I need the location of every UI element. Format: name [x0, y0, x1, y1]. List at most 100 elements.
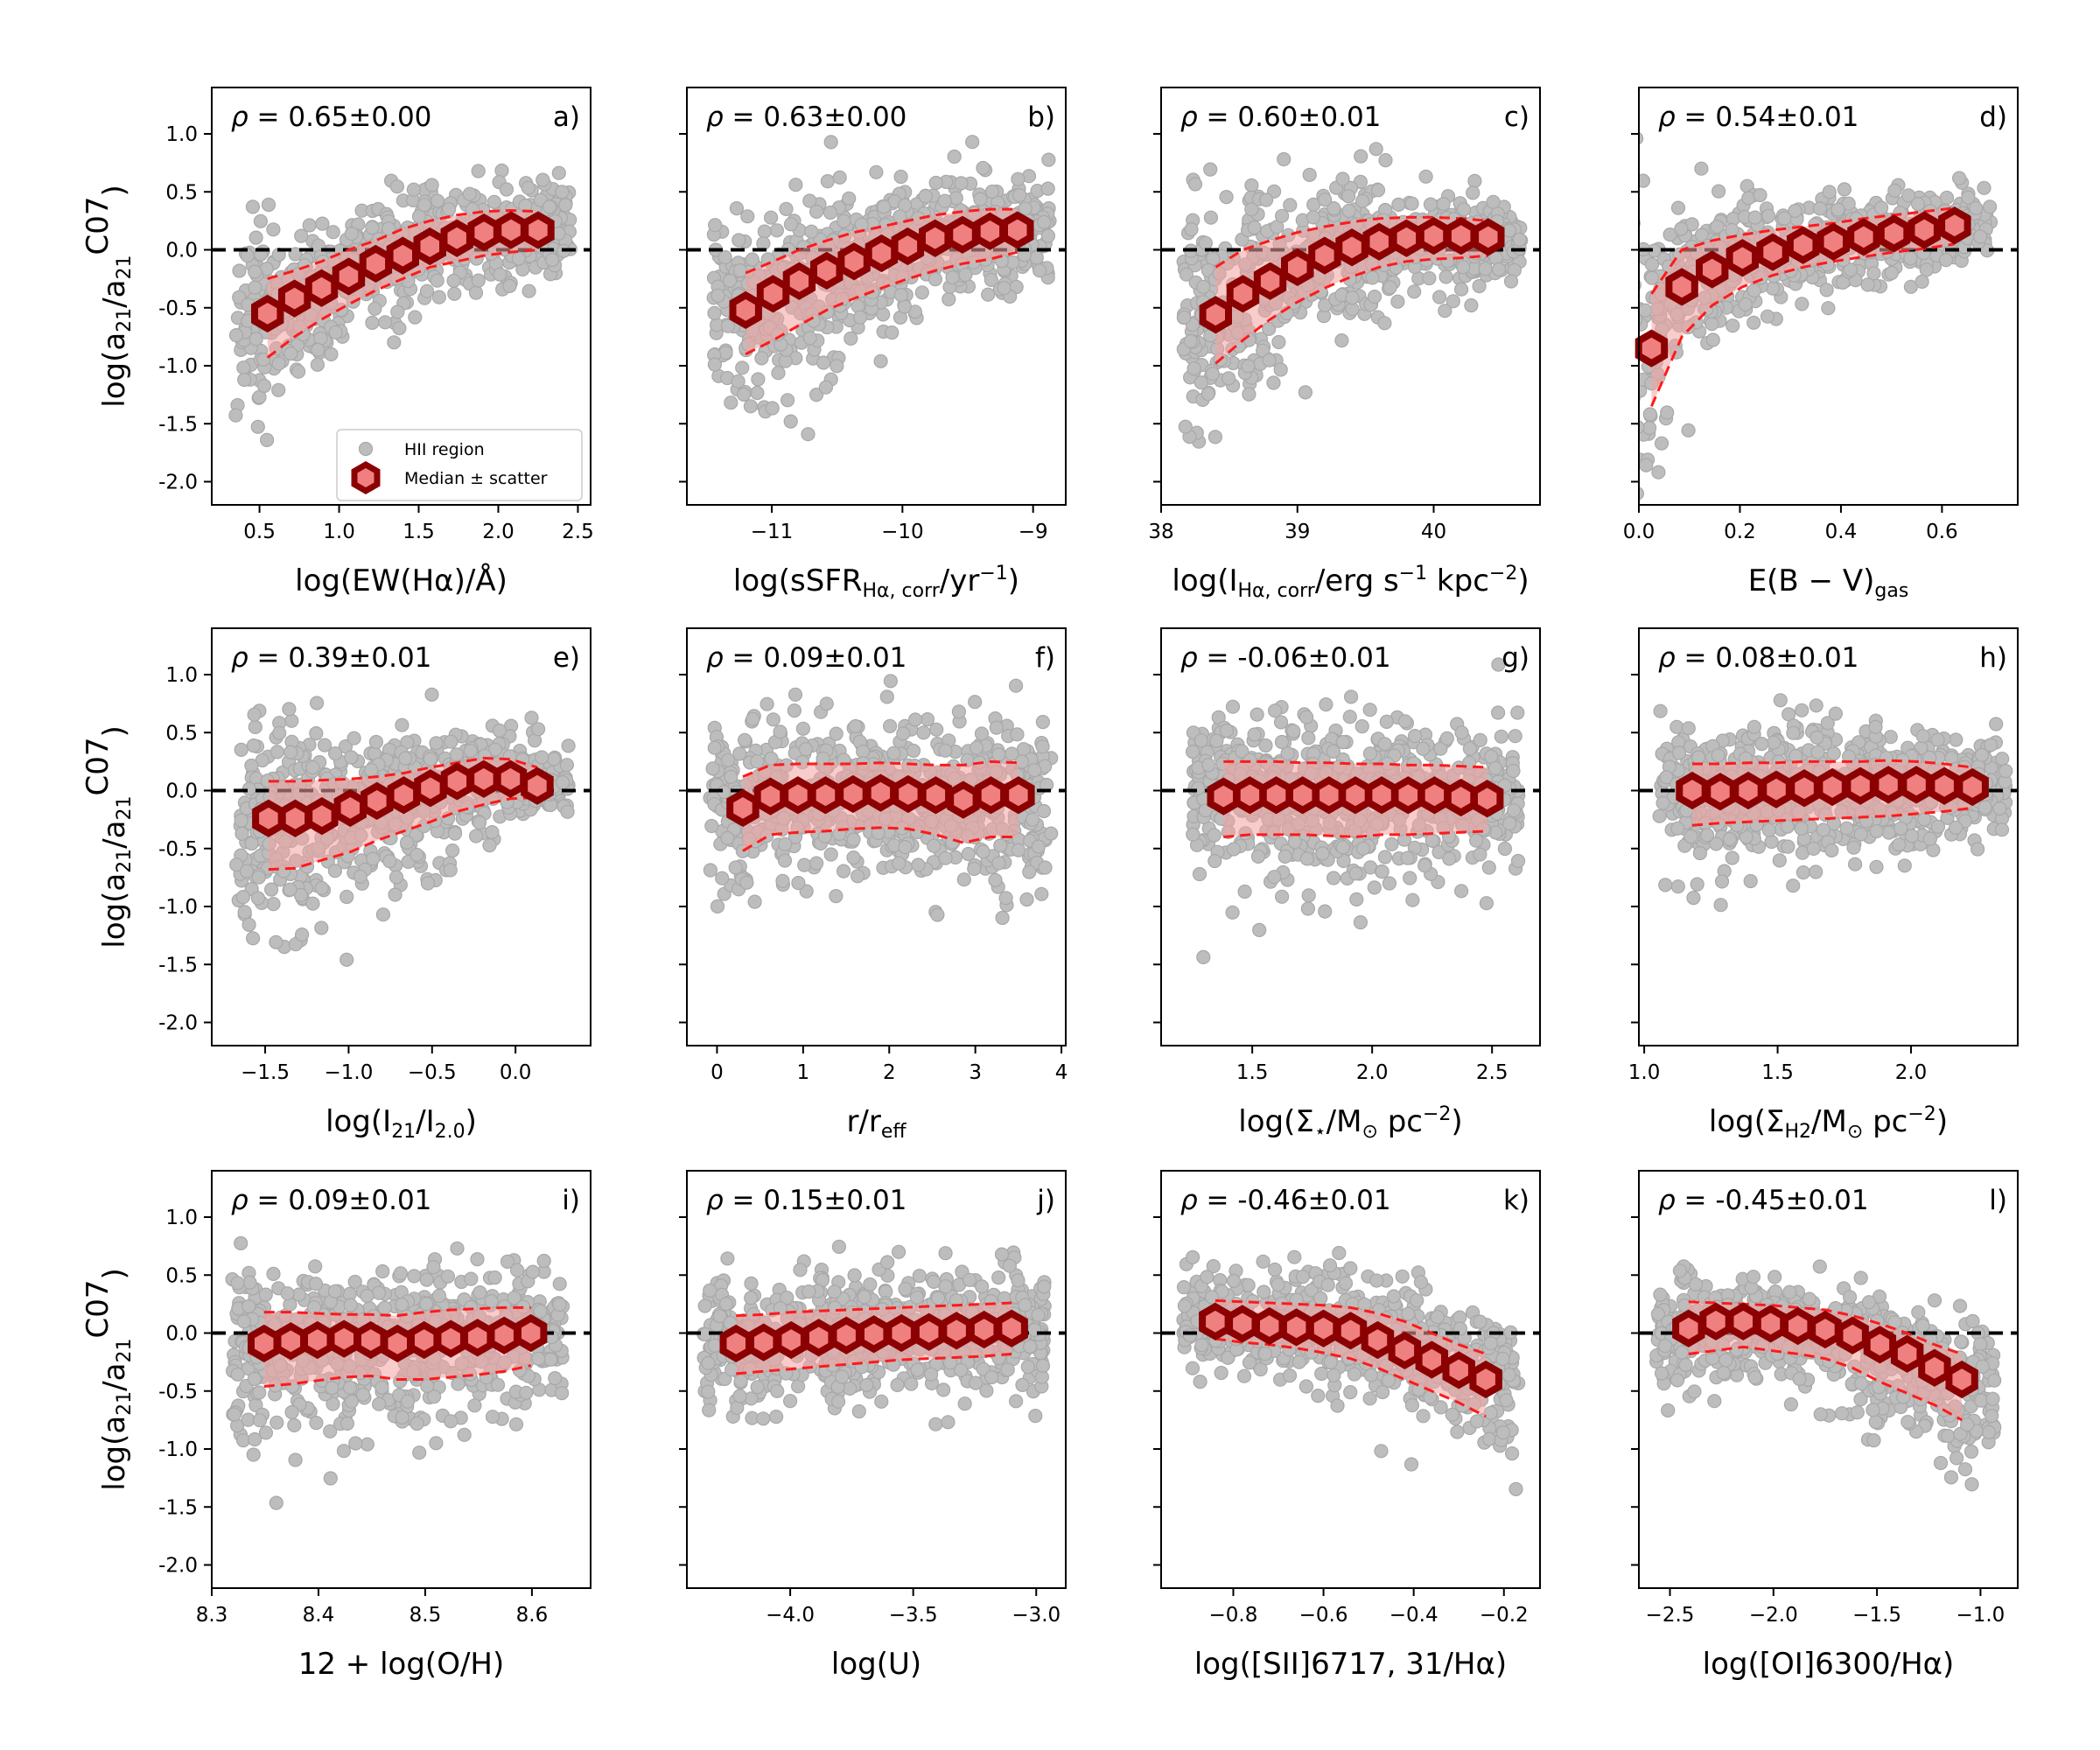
hii-point — [1038, 860, 1053, 875]
hii-point — [368, 734, 383, 750]
hii-point — [1241, 359, 1256, 374]
x-tick-label: 4 — [1055, 1061, 1068, 1084]
hii-point — [365, 315, 380, 330]
hii-point — [746, 711, 760, 726]
hii-point — [1407, 284, 1422, 299]
hii-point — [1639, 173, 1650, 188]
hii-point — [1704, 317, 1719, 332]
median-marker — [252, 799, 285, 837]
hii-point — [1196, 949, 1211, 965]
median-marker — [277, 279, 312, 318]
hii-point — [328, 746, 343, 761]
hii-point — [441, 202, 457, 217]
hii-point — [1479, 896, 1494, 911]
hii-point — [256, 378, 272, 394]
hii-point — [1819, 283, 1834, 298]
hii-point — [1746, 284, 1761, 298]
hii-point — [1753, 187, 1768, 203]
hii-point — [366, 851, 381, 866]
hii-point — [783, 414, 798, 429]
hii-point — [1639, 486, 1644, 500]
hii-point — [775, 873, 790, 888]
hii-point — [1660, 405, 1675, 420]
hii-point — [1642, 421, 1657, 436]
axes-frame — [686, 627, 1067, 1046]
median-marker — [864, 774, 898, 812]
x-tick-label: 2.0 — [482, 521, 514, 543]
hii-point — [558, 198, 573, 213]
hii-point — [1036, 803, 1052, 819]
hii-point — [1034, 886, 1049, 901]
hii-point — [239, 864, 255, 878]
hii-point — [1639, 322, 1640, 325]
y-tick-label: -1.0 — [158, 896, 198, 919]
hii-point — [1362, 703, 1377, 718]
hii-point — [1612, 384, 1625, 397]
panel-label: b) — [1027, 102, 1055, 133]
hii-point — [284, 713, 299, 728]
median-marker — [1756, 233, 1789, 271]
lower-envelope — [1650, 242, 1956, 407]
hii-point — [1453, 282, 1469, 297]
hii-point — [710, 899, 725, 914]
hii-point — [1029, 250, 1044, 265]
hii-point — [798, 741, 814, 757]
hii-point — [804, 224, 819, 239]
hii-point — [430, 193, 445, 208]
hii-point — [998, 891, 1013, 906]
hii-point — [1403, 871, 1418, 886]
y-axis-label: log(a21/a21C07) — [80, 725, 136, 948]
hii-point — [1384, 836, 1399, 851]
x-tick-label: −1.5 — [241, 1061, 290, 1084]
hii-point — [1177, 310, 1192, 325]
hii-point — [1018, 201, 1033, 216]
hii-point — [340, 889, 354, 905]
hii-point — [722, 273, 738, 288]
hii-point — [1192, 866, 1208, 882]
hii-point — [1481, 860, 1496, 875]
hii-point — [1404, 196, 1419, 211]
hii-point — [327, 864, 342, 878]
hii-point — [1343, 690, 1359, 704]
hii-point — [1378, 153, 1393, 168]
median-marker — [304, 269, 339, 307]
hii-point — [424, 178, 439, 192]
hii-point — [1418, 169, 1433, 184]
hii-point — [242, 917, 256, 933]
hii-point — [1362, 746, 1378, 761]
median-marker — [836, 774, 870, 814]
hii-point — [1022, 864, 1037, 879]
x-tick-label: 1 — [797, 1061, 810, 1084]
hii-point — [879, 690, 894, 704]
axes-frame — [1638, 87, 2019, 506]
median-marker — [1877, 214, 1911, 253]
hii-point — [234, 826, 249, 841]
hii-point — [1379, 714, 1394, 730]
median-marker — [360, 781, 394, 821]
hii-point — [409, 828, 424, 843]
rho-annotation: ρ = 0.54±0.01 — [1658, 102, 1858, 133]
hii-point — [836, 214, 851, 228]
hii-point — [486, 194, 501, 209]
hii-point — [765, 401, 780, 416]
hii-point — [1795, 297, 1810, 312]
hii-point — [248, 332, 263, 346]
panel-g: 1.5 2.0 2.5ρ = -0.06±0.01 g)log(Σ⋆/M⊙ pc−2) — [1153, 627, 1541, 1143]
hii-point — [1901, 188, 1916, 203]
hii-point — [390, 304, 405, 319]
hii-point — [1674, 221, 1689, 236]
hii-point — [1186, 361, 1201, 376]
y-tick-label: 1.0 — [165, 123, 198, 146]
hii-point — [1300, 901, 1316, 916]
rho-annotation: ρ = 0.60±0.01 — [1180, 102, 1381, 133]
panel-d: 0.0 0.2 0.4 0.6ρ = 0.54±0.01 d)E(B − V)gas — [1612, 87, 2019, 602]
hii-point — [854, 217, 869, 232]
hii-point — [947, 149, 962, 164]
lower-envelope — [268, 795, 538, 872]
hii-point — [771, 366, 786, 381]
hii-point — [1367, 880, 1382, 895]
median-marker — [891, 227, 925, 266]
hii-point — [1919, 262, 1934, 277]
hii-point — [951, 704, 967, 719]
hii-point — [1694, 161, 1709, 176]
